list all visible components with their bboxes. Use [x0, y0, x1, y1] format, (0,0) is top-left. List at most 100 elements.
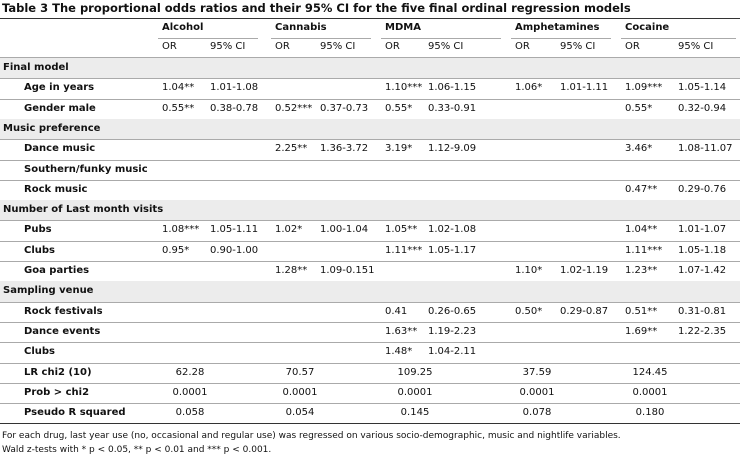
stat-cell: 0.180: [635, 407, 665, 419]
cell: 1.01-1.11: [560, 82, 609, 94]
stat-cell: 0.145: [400, 407, 430, 419]
cell: 1.01-1.08: [210, 82, 259, 94]
cell: 1.22-2.35: [678, 325, 727, 337]
rule: [0, 240, 740, 242]
row-label: Prob > chi2: [24, 386, 90, 398]
cell: 0.38-0.78: [210, 102, 259, 114]
column-subheader: 95% CI: [320, 41, 356, 52]
cell: 1.02-1.08: [428, 224, 477, 236]
cell: 1.05-1.11: [210, 224, 259, 236]
row-label: Pubs: [24, 224, 52, 236]
column-subheader: OR: [385, 41, 400, 52]
cell: 0.55*: [385, 102, 413, 114]
cell: 0.37-0.73: [320, 102, 369, 114]
rule: [0, 423, 740, 425]
cell: 0.47**: [625, 183, 658, 195]
cell: 1.12-9.09: [428, 143, 477, 155]
table-title: Table 3 The proportional odds ratios and…: [2, 1, 631, 15]
column-header: Cocaine: [625, 22, 670, 33]
rule: [0, 78, 740, 80]
cell: 1.28**: [275, 265, 308, 276]
cell: 1.63**: [385, 325, 418, 337]
rule: [621, 38, 736, 39]
cell: 1.05-1.14: [678, 82, 727, 94]
rule: [0, 57, 740, 58]
rule: [0, 321, 740, 323]
row-label: Goa parties: [24, 265, 90, 276]
cell: 1.01-1.07: [678, 224, 727, 236]
rule: [0, 342, 740, 344]
cell: 1.07-1.42: [678, 265, 727, 276]
rule: [0, 98, 740, 100]
cell: 0.50*: [515, 305, 543, 317]
cell: 1.08-11.07: [678, 143, 733, 155]
cell: 0.51**: [625, 305, 658, 317]
cell: 1.36-3.72: [320, 143, 369, 155]
row-label: Dance music: [24, 143, 96, 155]
stat-cell: 0.054: [285, 407, 315, 419]
cell: 0.29-0.76: [678, 183, 727, 195]
rule: [0, 261, 740, 262]
section-band: [0, 58, 740, 79]
rule: [0, 220, 740, 222]
stat-cell: 0.0001: [397, 386, 433, 398]
cell: 0.95*: [162, 244, 190, 256]
cell: 1.02-1.19: [560, 265, 609, 276]
footnote: For each drug, last year use (no, occasi…: [2, 431, 621, 442]
section-label: Sampling venue: [3, 285, 94, 297]
column-subheader: 95% CI: [560, 41, 596, 52]
section-label: Final model: [3, 62, 69, 73]
column-header: MDMA: [385, 22, 421, 33]
section-label: Number of Last month visits: [3, 204, 164, 216]
row-label: Age in years: [24, 82, 95, 94]
rule: [511, 38, 611, 39]
rule: [0, 403, 740, 405]
cell: 0.32-0.94: [678, 102, 727, 114]
stat-cell: 37.59: [522, 366, 552, 378]
column-subheader: OR: [625, 41, 640, 52]
column-subheader: OR: [275, 41, 290, 52]
section-band: [0, 281, 740, 302]
stat-cell: 124.45: [632, 366, 668, 378]
cell: 0.29-0.87: [560, 305, 609, 317]
column-subheader: 95% CI: [210, 41, 246, 52]
column-header: Alcohol: [162, 22, 204, 33]
cell: 0.41: [385, 305, 408, 317]
row-label: Pseudo R squared: [24, 407, 126, 419]
row-label: Rock music: [24, 183, 88, 195]
stat-cell: 70.57: [285, 366, 315, 378]
stat-cell: 109.25: [397, 366, 433, 378]
rule: [0, 382, 740, 384]
stat-cell: 0.0001: [172, 386, 208, 398]
cell: 1.04**: [625, 224, 658, 236]
row-label: Clubs: [24, 346, 55, 358]
cell: 1.10***: [385, 82, 423, 94]
cell: 0.26-0.65: [428, 305, 477, 317]
cell: 1.05**: [385, 224, 418, 236]
rule: [381, 38, 501, 39]
column-subheader: 95% CI: [678, 41, 714, 52]
stat-cell: 0.0001: [282, 386, 318, 398]
cell: 1.09-0.151: [320, 265, 375, 276]
rule: [271, 38, 371, 39]
cell: 0.33-0.91: [428, 102, 477, 114]
cell: 3.19*: [385, 143, 413, 155]
footnote: Wald z-tests with * p < 0.05, ** p < 0.0…: [2, 445, 272, 455]
row-label: Clubs: [24, 244, 55, 256]
column-header: Cannabis: [275, 22, 327, 33]
rule: [0, 18, 740, 19]
cell: 0.55*: [625, 102, 653, 114]
rule: [0, 159, 740, 161]
cell: 0.52***: [275, 102, 313, 114]
column-subheader: OR: [515, 41, 530, 52]
cell: 1.69**: [625, 325, 658, 337]
rule: [0, 139, 740, 141]
section-label: Music preference: [3, 122, 101, 134]
cell: 1.10*: [515, 265, 543, 276]
cell: 1.04**: [162, 82, 195, 94]
rule: [0, 179, 740, 181]
stat-cell: 62.28: [175, 366, 205, 378]
cell: 1.09***: [625, 82, 663, 94]
row-label: Southern/funky music: [24, 163, 148, 175]
